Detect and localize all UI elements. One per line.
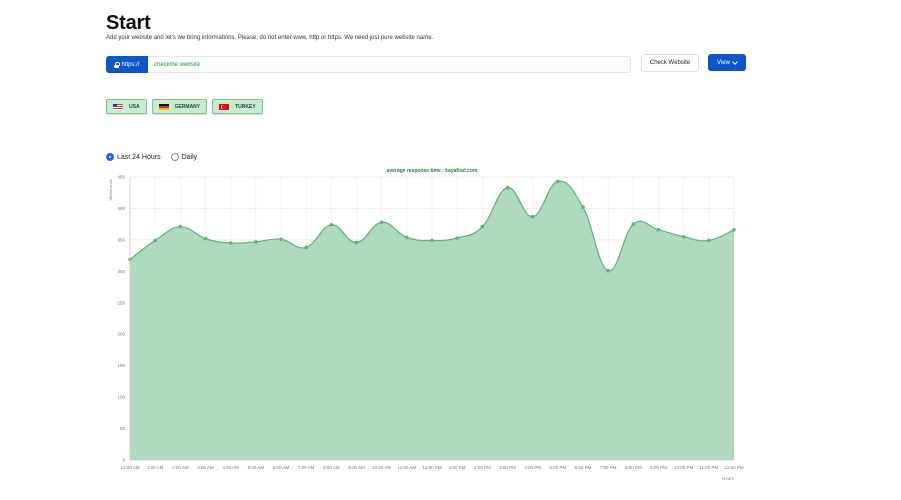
country-label: TURKEY <box>235 103 256 110</box>
x-tick-label: 12:00 AM <box>120 465 139 470</box>
y-tick-label: 350 <box>117 237 125 242</box>
range-option-24h[interactable]: Last 24 Hours <box>106 153 161 161</box>
x-tick-label: 10:00 AM <box>372 465 391 470</box>
data-point <box>631 222 636 226</box>
check-website-button[interactable]: Check Website <box>641 54 699 72</box>
usa-flag-icon <box>113 103 123 110</box>
x-tick-label: 5:00 AM <box>248 465 265 470</box>
view-label: View <box>717 59 730 66</box>
x-tick-label: 10:00 PM <box>674 465 694 470</box>
y-tick-label: 450 <box>117 175 125 180</box>
data-point <box>656 228 661 232</box>
data-point <box>354 240 359 245</box>
radio-last-24-hours[interactable] <box>106 153 114 161</box>
data-point <box>732 228 736 232</box>
data-point <box>681 234 686 239</box>
y-tick-label: 200 <box>117 332 125 337</box>
data-point <box>480 224 485 229</box>
y-tick-label: 300 <box>117 269 125 274</box>
x-tick-label: 9:00 AM <box>348 465 365 470</box>
x-tick-label: 7:00 PM <box>600 465 617 470</box>
turkey-flag-icon <box>219 103 230 110</box>
x-tick-label: 12:00 PM <box>724 465 744 470</box>
x-tick-label: 6:00 AM <box>273 465 290 470</box>
data-point <box>254 239 258 244</box>
data-point <box>279 237 283 242</box>
country-button-turkey[interactable]: TURKEY <box>212 99 263 114</box>
x-tick-label: 8:00 AM <box>323 465 340 470</box>
y-axis-label: Milliseconds <box>108 179 113 201</box>
country-button-usa[interactable]: USA <box>106 99 147 114</box>
x-tick-label: 3:00 PM <box>499 465 516 470</box>
data-point <box>228 241 233 245</box>
x-tick-label: 11:00 PM <box>699 465 718 470</box>
page-subtitle: Add your website and let's we bring info… <box>106 35 434 41</box>
data-point <box>405 235 409 240</box>
x-tick-label: 4:00 PM <box>524 465 541 470</box>
website-input[interactable] <box>148 56 631 73</box>
view-dropdown-button[interactable]: View <box>708 54 746 71</box>
protocol-label: https:// <box>121 61 140 68</box>
x-tick-label: 12:00 PM <box>422 465 442 470</box>
data-point <box>455 236 459 240</box>
series-area <box>130 181 734 460</box>
data-point <box>556 179 560 184</box>
x-tick-label: 2:00 AM <box>172 465 189 470</box>
y-tick-label: 100 <box>117 395 125 400</box>
germany-flag-icon <box>158 103 169 110</box>
y-tick-label: 150 <box>117 363 125 368</box>
data-point <box>304 245 308 250</box>
range-selector: Last 24 Hours Daily <box>106 153 197 161</box>
y-tick-label: 250 <box>117 300 125 305</box>
y-tick-label: 50 <box>120 426 126 431</box>
data-point <box>329 222 334 227</box>
lock-icon <box>114 61 121 68</box>
country-label: USA <box>129 103 140 110</box>
data-point <box>379 220 384 225</box>
data-point <box>178 224 183 229</box>
x-axis-label: Hours <box>722 476 735 481</box>
x-tick-label: 11:00 AM <box>397 465 416 470</box>
x-tick-label: 6:00 PM <box>575 465 592 470</box>
url-bar: https:// <box>106 56 631 73</box>
x-tick-label: 1:00 PM <box>449 465 466 470</box>
data-point <box>606 268 610 273</box>
country-button-germany[interactable]: GERMANY <box>151 99 208 114</box>
y-tick-label: 0 <box>122 458 125 463</box>
protocol-button[interactable]: https:// <box>106 56 148 73</box>
data-point <box>430 238 434 243</box>
chart-title: average response time : kayafirat.com <box>387 168 478 174</box>
data-point <box>153 238 157 243</box>
page-title: Start <box>106 12 151 34</box>
x-tick-label: 1:00 AM <box>147 465 164 470</box>
x-tick-label: 4:00 AM <box>222 465 239 470</box>
data-point <box>707 238 711 243</box>
radio-daily[interactable] <box>170 153 179 161</box>
x-tick-label: 3:00 AM <box>197 465 214 470</box>
country-selector: USA GERMANY TURKEY <box>106 99 263 114</box>
data-point <box>530 214 535 219</box>
y-tick-label: 400 <box>117 206 125 211</box>
check-website-label: Check Website <box>649 60 691 66</box>
x-tick-label: 5:00 PM <box>549 465 566 470</box>
x-tick-label: 8:00 PM <box>625 465 642 470</box>
range-label: Daily <box>181 153 198 161</box>
data-point <box>505 185 510 190</box>
data-point <box>203 236 208 241</box>
x-tick-label: 2:00 PM <box>474 465 491 470</box>
range-option-daily[interactable]: Daily <box>170 153 198 161</box>
x-tick-label: 9:00 PM <box>650 465 667 470</box>
data-point <box>581 205 585 209</box>
range-label: Last 24 Hours <box>117 153 161 161</box>
country-label: GERMANY <box>174 103 201 110</box>
x-tick-label: 7:00 AM <box>298 465 315 470</box>
